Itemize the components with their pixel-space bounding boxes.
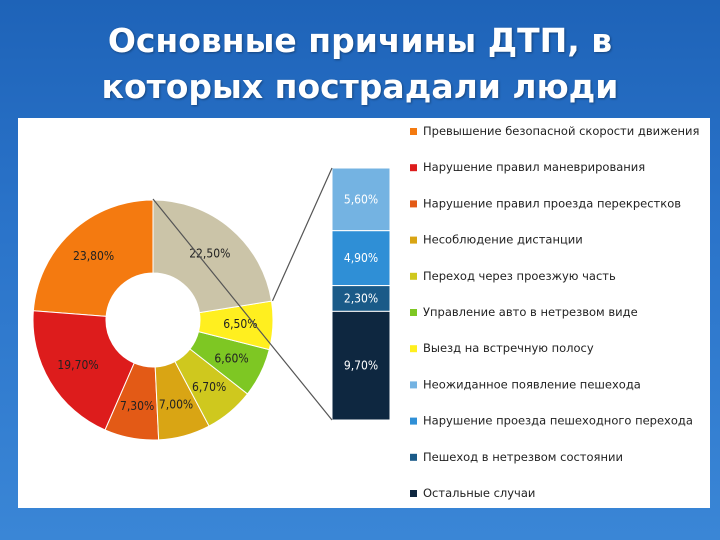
legend-entry: Пешеход в нетрезвом состоянии (423, 450, 623, 464)
legend-entry: Превышение безопасной скорости движения (423, 124, 699, 138)
legend-entry: Переход через проезжую часть (423, 269, 616, 283)
legend-entry: Неожиданное появление пешехода (423, 377, 641, 391)
slice-data-label: 19,70% (57, 358, 98, 372)
slice-data-label: 7,00% (159, 397, 193, 411)
legend-entry: Нарушение правил проезда перекрестков (423, 196, 681, 210)
legend-swatch (410, 200, 417, 208)
legend-swatch (410, 490, 417, 497)
legend-entry: Нарушение проезда пешеходного перехода (423, 414, 693, 428)
breakdown-data-label: 9,70% (344, 359, 378, 373)
breakdown-data-label: 2,30% (344, 291, 378, 305)
chart-panel: 23,80% 19,70% 7,30% 7,00% 6,70% 6,60% 6,50% 22,… (18, 118, 710, 508)
pie-slice (32, 310, 135, 431)
legend-swatch (410, 345, 417, 353)
breakdown-data-label: 5,60% (344, 192, 378, 206)
legend-entry: Остальные случаи (423, 486, 535, 500)
slice-data-label: 22,50% (189, 246, 230, 260)
connector-line (152, 198, 333, 421)
pie-slice (32, 199, 154, 317)
donut-chart: 23,80% 19,70% 7,30% 7,00% 6,70% 6,60% 6,50% 22,… (32, 124, 699, 500)
legend-swatch (410, 381, 417, 389)
slice-data-label: 23,80% (73, 249, 114, 263)
pie-slice (152, 199, 273, 314)
slice-data-label: 6,50% (223, 317, 257, 331)
legend-swatch (410, 453, 417, 461)
slice-data-label: 7,30% (120, 399, 154, 413)
legend-swatch (410, 309, 417, 316)
legend-entry: Управление авто в нетрезвом виде (423, 305, 638, 319)
legend-swatch (410, 236, 417, 244)
slice-data-label: 6,60% (214, 352, 248, 366)
slice-data-label: 6,70% (192, 380, 226, 394)
legend-entry: Несоблюдение дистанции (423, 233, 583, 247)
title-line-2: которых пострадали люди (101, 67, 619, 106)
title-line-1: Основные причины ДТП, в (107, 21, 613, 60)
connector-line (271, 167, 333, 302)
breakdown-data-label: 4,90% (344, 251, 378, 265)
legend-swatch (410, 128, 417, 135)
legend-entry: Нарушение правил маневрирования (423, 160, 645, 174)
breakdown-bar-segment (331, 310, 391, 421)
legend-entry: Выезд на встречную полосу (423, 341, 594, 355)
legend-swatch (410, 417, 417, 425)
legend-swatch (410, 272, 417, 280)
page-title: Основные причины ДТП, в которых пострада… (0, 18, 720, 110)
legend-swatch (410, 164, 417, 172)
